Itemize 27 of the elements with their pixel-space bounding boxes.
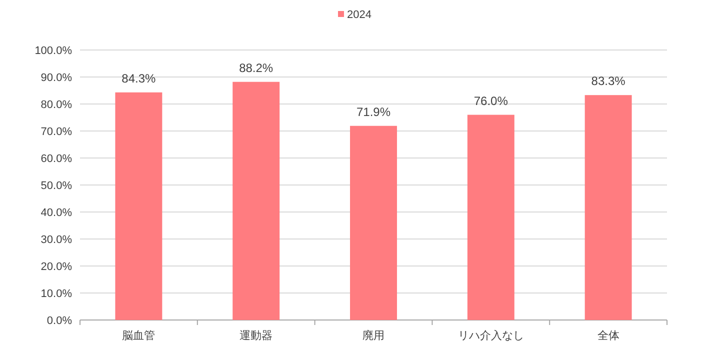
x-tick-label: リハ介入なし [458, 329, 524, 342]
bar [232, 82, 280, 320]
bar [115, 92, 162, 320]
data-label: 71.9% [356, 104, 391, 119]
x-tick-label: 全体 [597, 330, 620, 342]
data-label: 88.2% [239, 60, 274, 75]
y-tick-label: 70.0% [40, 126, 72, 138]
y-tick-label: 60.0% [40, 153, 72, 165]
x-tick-label: 廃用 [362, 329, 384, 342]
data-label: 84.3% [122, 71, 156, 86]
x-tick-label: 運動器 [240, 330, 273, 342]
y-tick-label: 100.0% [34, 45, 72, 57]
legend-label: 2024 [347, 9, 372, 21]
y-tick-label: 30.0% [40, 234, 72, 246]
bar [350, 126, 397, 320]
bar [584, 95, 632, 320]
y-tick-label: 40.0% [40, 207, 72, 219]
y-tick-label: 10.0% [40, 288, 72, 300]
data-label: 76.0% [474, 94, 508, 108]
bar [467, 114, 514, 320]
data-label: 83.3% [591, 74, 626, 88]
y-tick-label: 90.0% [40, 72, 72, 84]
y-tick-label: 0.0% [46, 315, 72, 327]
x-tick-label: 脳血管 [122, 330, 156, 342]
y-tick-label: 20.0% [40, 261, 72, 273]
y-tick-label: 50.0% [40, 180, 72, 192]
y-tick-label: 80.0% [40, 99, 72, 111]
